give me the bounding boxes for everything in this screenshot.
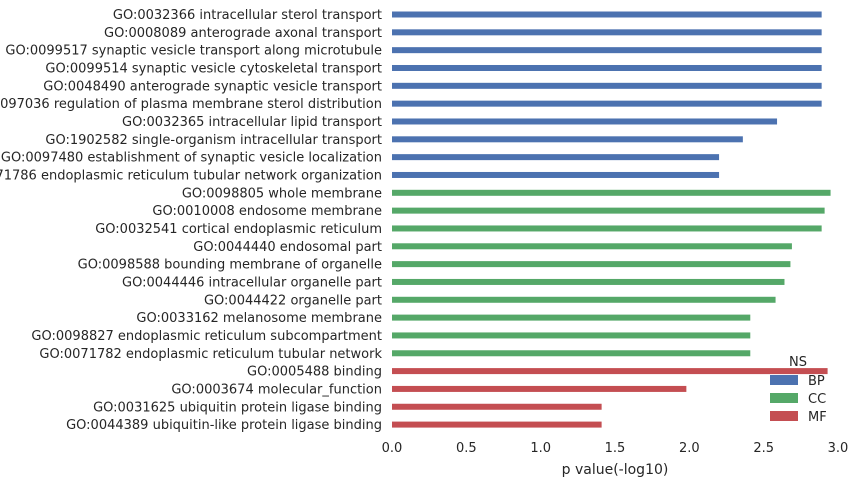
category-label: GO:0097036 regulation of plasma membrane… xyxy=(0,97,382,112)
bar-go-0044440 xyxy=(392,243,792,250)
category-label: GO:0048490 anterograde synaptic vesicle … xyxy=(43,79,382,94)
bar-go-0071782 xyxy=(392,350,751,357)
bar-go-0098805 xyxy=(392,189,831,196)
bar-go-0099514 xyxy=(392,64,822,71)
bar-go-0005488 xyxy=(392,368,828,375)
bar-go-0048490 xyxy=(392,82,822,89)
legend: NS BP CC MF xyxy=(770,355,827,425)
x-tick-label: 2.5 xyxy=(753,441,774,456)
bars-layer xyxy=(392,11,831,428)
category-label: GO:0098827 endoplasmic reticulum subcomp… xyxy=(31,329,382,344)
category-label: GO:0044422 organelle part xyxy=(204,293,382,308)
bar-go-0003674 xyxy=(392,385,687,392)
bar-go-0044446 xyxy=(392,278,785,285)
category-label: GO:0098588 bounding membrane of organell… xyxy=(78,258,382,273)
bar-go-0099517 xyxy=(392,47,822,54)
category-label: GO:0044440 endosomal part xyxy=(193,240,382,255)
legend-swatch-bp xyxy=(770,375,798,385)
category-labels: GO:0032366 intracellular sterol transpor… xyxy=(0,8,382,433)
bar-go-0044389 xyxy=(392,421,602,428)
x-tick-label: 3.0 xyxy=(828,441,849,456)
legend-label-bp: BP xyxy=(808,374,825,389)
bar-go-0008089 xyxy=(392,29,822,36)
bar-go-0071786 xyxy=(392,171,720,178)
category-label: GO:0005488 binding xyxy=(247,365,382,380)
bar-go-0033162 xyxy=(392,314,751,321)
x-tick-label: 1.5 xyxy=(605,441,626,456)
category-label: GO:0097480 establishment of synaptic ves… xyxy=(1,151,382,166)
bar-go-0032541 xyxy=(392,225,822,232)
x-tick-label: 2.0 xyxy=(679,441,700,456)
category-label: GO:0099514 synaptic vesicle cytoskeletal… xyxy=(45,61,382,76)
category-label: GO:0003674 molecular_function xyxy=(171,382,382,397)
bar-go-0098827 xyxy=(392,332,751,339)
legend-title: NS xyxy=(789,355,807,370)
category-label: GO:0032366 intracellular sterol transpor… xyxy=(113,8,382,23)
category-label: GO:0008089 anterograde axonal transport xyxy=(104,26,382,41)
category-label: GO:0098805 whole membrane xyxy=(182,186,382,201)
x-tick-label: 0.5 xyxy=(456,441,477,456)
x-tick-label: 0.0 xyxy=(382,441,403,456)
category-label: GO:0033162 melanosome membrane xyxy=(136,311,382,326)
bar-go-0097036 xyxy=(392,100,822,107)
bar-go-0044422 xyxy=(392,296,776,303)
bar-go-0010008 xyxy=(392,207,825,214)
category-label: GO:0010008 endosome membrane xyxy=(152,204,382,219)
category-label: GO:0071786 endoplasmic reticulum tubular… xyxy=(0,168,382,183)
legend-label-cc: CC xyxy=(808,392,826,407)
category-label: GO:0031625 ubiquitin protein ligase bind… xyxy=(93,400,382,415)
x-tick-label: 1.0 xyxy=(530,441,551,456)
bar-go-0031625 xyxy=(392,403,602,410)
bar-go-0097480 xyxy=(392,154,720,161)
category-label: GO:0032541 cortical endoplasmic reticulu… xyxy=(95,222,382,237)
x-axis-ticks: 0.0 0.5 1.0 1.5 2.0 2.5 3.0 xyxy=(382,441,849,456)
bar-go-0032366 xyxy=(392,11,822,18)
legend-swatch-mf xyxy=(770,411,798,421)
category-label: GO:0099517 synaptic vesicle transport al… xyxy=(5,44,382,59)
x-axis-title: p value(-log10) xyxy=(562,462,669,478)
category-label: GO:1902582 single-organism intracellular… xyxy=(45,133,382,148)
legend-swatch-cc xyxy=(770,393,798,403)
legend-label-mf: MF xyxy=(808,410,827,425)
category-label: GO:0071782 endoplasmic reticulum tubular… xyxy=(39,347,382,362)
bar-go-0098588 xyxy=(392,261,791,268)
bar-go-1902582 xyxy=(392,136,743,143)
bar-go-0032365 xyxy=(392,118,778,125)
category-label: GO:0044446 intracellular organelle part xyxy=(122,275,382,290)
category-label: GO:0032365 intracellular lipid transport xyxy=(122,115,382,130)
category-label: GO:0044389 ubiquitin-like protein ligase… xyxy=(66,418,382,433)
